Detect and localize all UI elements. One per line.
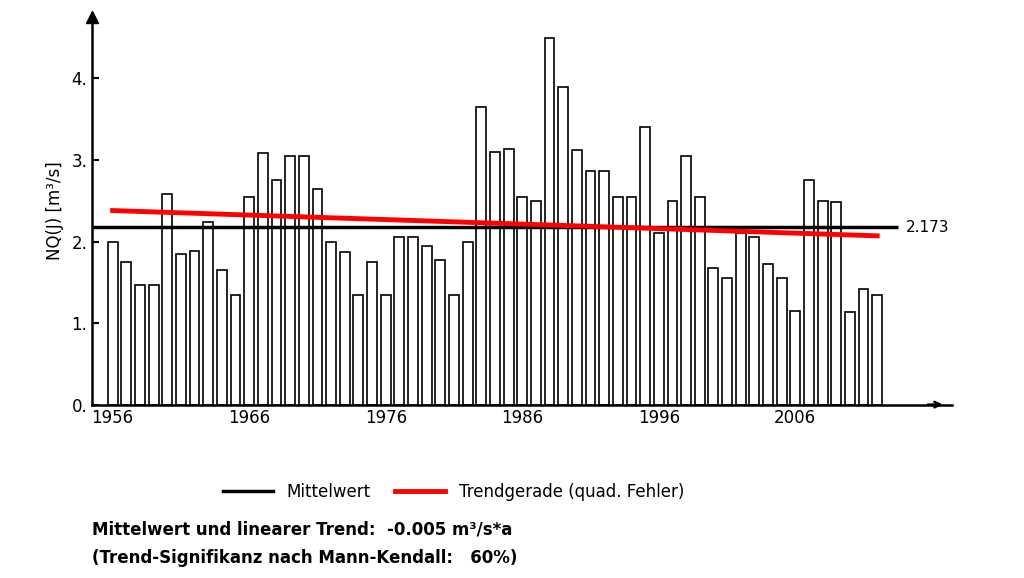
Text: 2.173: 2.173	[906, 220, 949, 235]
Bar	[572, 150, 582, 405]
Bar	[490, 152, 500, 405]
Bar	[818, 201, 827, 405]
Bar	[422, 246, 431, 405]
Bar	[545, 38, 554, 405]
Bar	[804, 180, 814, 405]
Bar	[450, 295, 459, 405]
Bar	[353, 295, 364, 405]
Bar	[476, 107, 486, 405]
Bar	[709, 268, 718, 405]
Bar	[777, 278, 786, 405]
Bar	[381, 295, 390, 405]
Bar	[736, 234, 745, 405]
Bar	[750, 238, 759, 405]
Bar	[586, 171, 595, 405]
Bar	[340, 252, 349, 405]
Bar	[695, 197, 705, 405]
Bar	[599, 171, 609, 405]
Bar	[722, 278, 732, 405]
Bar	[299, 156, 308, 405]
Bar	[504, 150, 513, 405]
Bar	[258, 154, 267, 405]
Bar	[148, 285, 159, 405]
Bar	[654, 234, 664, 405]
Bar	[613, 197, 623, 405]
Bar	[312, 188, 323, 405]
Bar	[763, 264, 773, 405]
Bar	[204, 222, 213, 405]
Bar	[122, 262, 131, 405]
Bar	[531, 201, 541, 405]
Bar	[245, 197, 254, 405]
Bar	[681, 156, 691, 405]
Bar	[368, 262, 377, 405]
Bar	[230, 295, 241, 405]
Text: Mittelwert und linearer Trend:  -0.005 m³/s*a: Mittelwert und linearer Trend: -0.005 m³…	[92, 520, 513, 538]
Bar	[435, 260, 445, 405]
Bar	[831, 202, 841, 405]
Bar	[135, 285, 144, 405]
Bar	[286, 156, 295, 405]
Bar	[189, 251, 200, 405]
Bar	[217, 270, 226, 405]
Legend: Mittelwert, Trendgerade (quad. Fehler): Mittelwert, Trendgerade (quad. Fehler)	[223, 483, 684, 501]
Bar	[558, 87, 568, 405]
Bar	[640, 127, 650, 405]
Bar	[517, 197, 527, 405]
Bar	[394, 238, 404, 405]
Bar	[108, 242, 118, 405]
Text: (Trend-Signifikanz nach Mann-Kendall:   60%): (Trend-Signifikanz nach Mann-Kendall: 60…	[92, 549, 517, 567]
Y-axis label: NQ(J) [m³/s]: NQ(J) [m³/s]	[46, 162, 65, 260]
Bar	[627, 197, 636, 405]
Bar	[176, 254, 185, 405]
Bar	[163, 194, 172, 405]
Bar	[845, 313, 855, 405]
Bar	[668, 201, 677, 405]
Bar	[327, 242, 336, 405]
Bar	[271, 180, 282, 405]
Bar	[859, 289, 868, 405]
Bar	[463, 242, 472, 405]
Bar	[872, 295, 882, 405]
Bar	[409, 238, 418, 405]
Bar	[791, 311, 800, 405]
